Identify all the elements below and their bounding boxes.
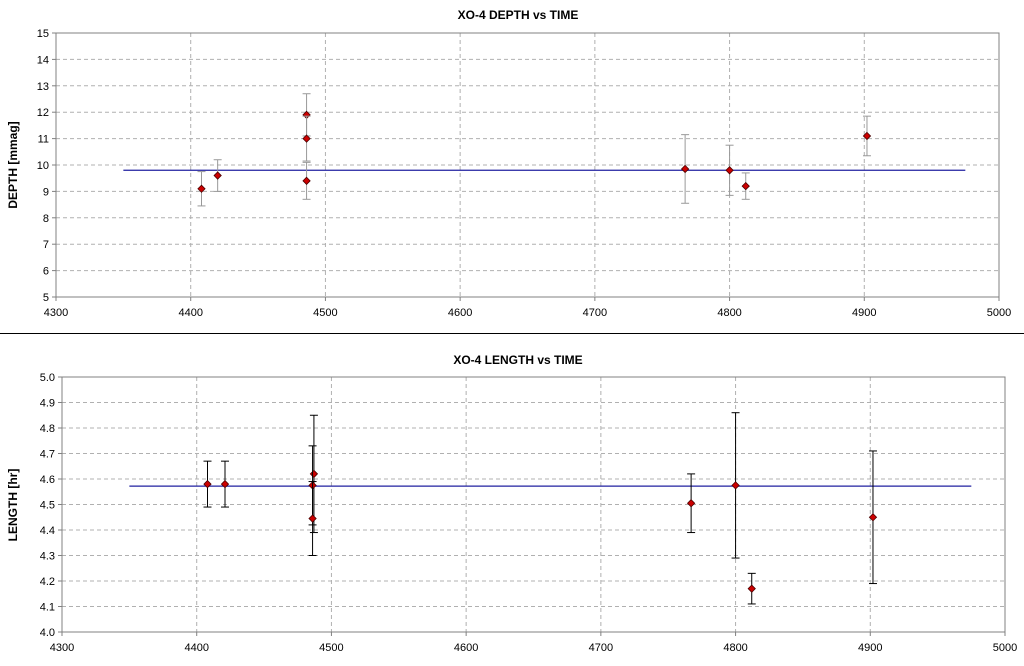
y-tick-label: 4.8 — [40, 423, 55, 435]
x-tick-label: 4600 — [448, 307, 472, 319]
x-tick-label: 5000 — [993, 642, 1017, 654]
y-axis-label: DEPTH [mmag] — [6, 121, 20, 208]
data-point — [308, 514, 317, 523]
data-point — [747, 584, 756, 593]
y-tick-label: 12 — [37, 107, 49, 119]
data-point — [197, 184, 206, 193]
x-tick-label: 4400 — [184, 642, 208, 654]
y-tick-label: 4.6 — [40, 474, 55, 486]
y-tick-label: 13 — [37, 81, 49, 93]
y-tick-label: 4.5 — [40, 500, 55, 512]
x-tick-label: 4700 — [583, 307, 607, 319]
y-tick-label: 4.0 — [40, 627, 55, 639]
y-tick-label: 7 — [43, 239, 49, 251]
y-tick-label: 4.1 — [40, 602, 55, 614]
x-tick-label: 4700 — [589, 642, 613, 654]
x-tick-label: 4300 — [50, 642, 74, 654]
y-tick-label: 10 — [37, 160, 49, 172]
data-point — [862, 131, 872, 141]
data-point — [725, 166, 734, 175]
x-tick-label: 4600 — [454, 642, 478, 654]
y-tick-label: 9 — [43, 186, 49, 198]
data-point — [302, 176, 311, 186]
data-point — [686, 499, 696, 508]
gridlines — [56, 33, 999, 297]
data-point — [203, 479, 212, 489]
chart-title: XO-4 LENGTH vs TIME — [453, 353, 582, 367]
y-tick-label: 4.2 — [40, 576, 55, 588]
x-tick-label: 4800 — [723, 642, 747, 654]
y-tick-label: 5.0 — [40, 372, 55, 384]
length-chart: XO-4 LENGTH vs TIME LENGTH [hr] 4.04.14.… — [6, 353, 1017, 654]
data-point — [868, 513, 878, 522]
data-points — [197, 93, 872, 207]
y-tick-label: 15 — [37, 28, 49, 40]
data-point — [309, 469, 319, 479]
chart-title: XO-4 DEPTH vs TIME — [458, 8, 579, 22]
x-tick-label: 4400 — [178, 307, 202, 319]
data-point — [213, 171, 222, 180]
axis-ticks: 4.0 4.1 4.2 4.3 4.4 4.5 4.6 4.7 4.8 4.9 5.0 4300 440… — [40, 372, 1018, 654]
data-point — [302, 134, 311, 143]
y-tick-label: 8 — [43, 213, 49, 225]
data-point — [741, 181, 750, 191]
y-axis-label: LENGTH [hr] — [6, 469, 20, 542]
x-tick-label: 4800 — [717, 307, 741, 319]
x-tick-label: 4300 — [44, 307, 68, 319]
y-tick-label: 14 — [37, 54, 49, 66]
data-point — [680, 164, 690, 174]
axis-ticks: 5 6 7 8 9 10 11 12 13 14 15 4300 4400 4500 4600 4700 480… — [37, 28, 1011, 319]
data-point — [731, 481, 740, 490]
x-tick-label: 5000 — [987, 307, 1011, 319]
gridlines — [62, 377, 1005, 632]
x-tick-label: 4900 — [852, 307, 876, 319]
y-tick-label: 5 — [43, 292, 49, 304]
x-tick-label: 4500 — [319, 642, 343, 654]
y-tick-label: 4.9 — [40, 398, 55, 410]
y-tick-label: 4.3 — [40, 551, 55, 563]
x-tick-label: 4500 — [313, 307, 337, 319]
data-points — [203, 412, 878, 605]
y-tick-label: 4.7 — [40, 449, 55, 461]
depth-chart: XO-4 DEPTH vs TIME DEPTH [mmag] 5 6 7 8 9 10 1… — [6, 8, 1011, 319]
y-tick-label: 6 — [43, 266, 49, 278]
x-tick-label: 4900 — [858, 642, 882, 654]
data-point — [220, 479, 230, 489]
y-tick-label: 11 — [38, 134, 49, 146]
y-tick-label: 4.4 — [40, 525, 55, 537]
